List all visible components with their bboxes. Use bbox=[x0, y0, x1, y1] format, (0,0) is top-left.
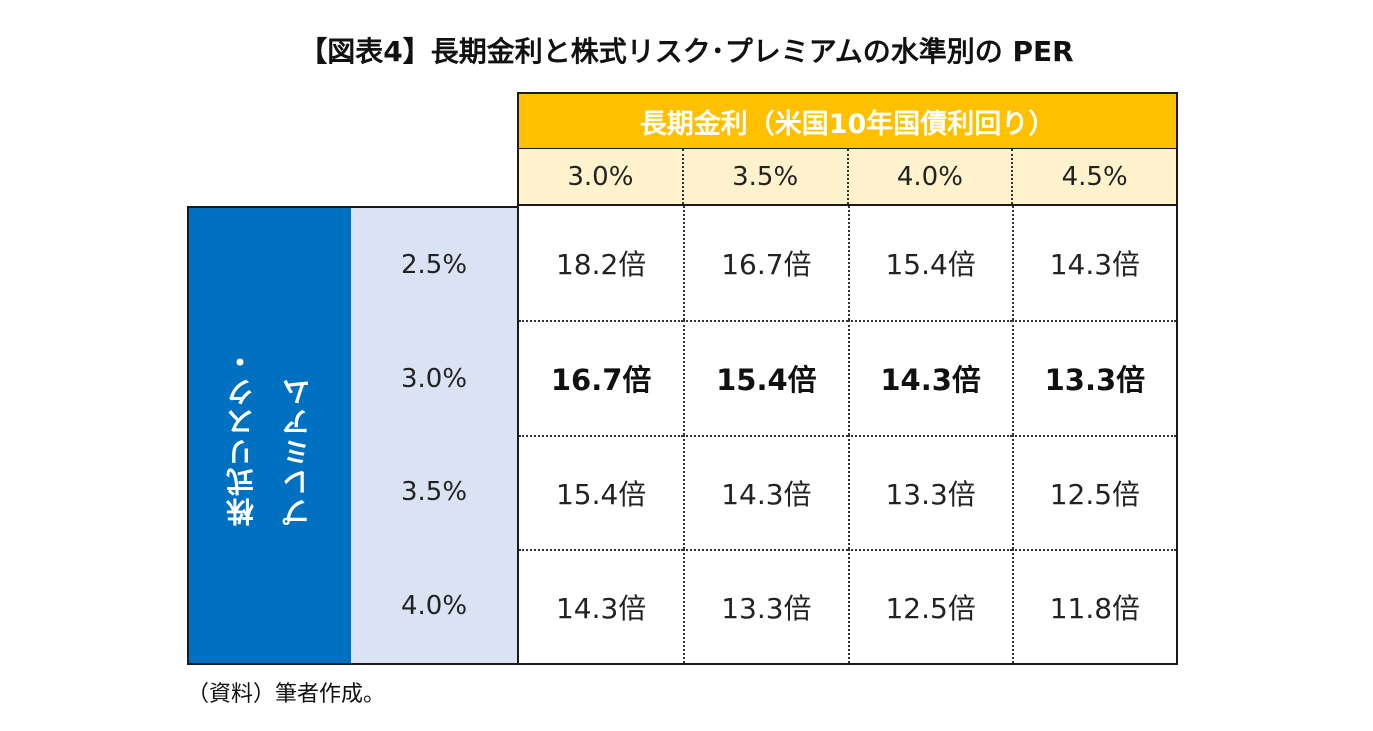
row-rate: 3.5% bbox=[400, 477, 468, 508]
per-cell: 16.7倍 bbox=[683, 206, 847, 321]
column-rate: 3.0% bbox=[567, 161, 634, 192]
per-cell: 12.5倍 bbox=[847, 548, 1012, 663]
column-rate: 4.5% bbox=[1011, 149, 1176, 204]
per-cell: 15.4倍 bbox=[519, 434, 684, 549]
per-cell-highlighted: 13.3倍 bbox=[1011, 320, 1176, 435]
column-rate: 4.0% bbox=[846, 149, 1012, 204]
column-rate-row: 3.0% 3.5% 4.0% 4.5% bbox=[517, 148, 1178, 206]
column-header-long-term-rate: 長期金利（米国10年国債利回り） bbox=[517, 92, 1178, 148]
per-cell-highlighted: 15.4倍 bbox=[683, 320, 848, 435]
row-rate-column: 2.5% 3.0% 3.5% 4.0% bbox=[351, 206, 517, 665]
per-table: 18.2倍 16.7倍 15.4倍 14.3倍 16.7倍 15.4倍 14.3… bbox=[517, 206, 1178, 665]
source-note: （資料）筆者作成。 bbox=[187, 682, 386, 707]
per-cell: 15.4倍 bbox=[847, 206, 1012, 321]
row-header-equity-risk-premium: 株式リスク・ プレミアム bbox=[187, 206, 351, 665]
column-header-label: 長期金利（米国10年国債利回り） bbox=[639, 108, 1056, 140]
row-rate: 3.0% bbox=[400, 363, 468, 394]
row-header-label: 株式リスク・ プレミアム bbox=[225, 345, 314, 526]
per-cell: 14.3倍 bbox=[1011, 206, 1176, 321]
column-rate: 3.5% bbox=[681, 149, 847, 204]
per-cell: 14.3倍 bbox=[683, 434, 848, 549]
per-cell-highlighted: 16.7倍 bbox=[519, 320, 684, 434]
per-cell: 13.3倍 bbox=[683, 548, 848, 663]
row-rate: 4.0% bbox=[400, 591, 468, 622]
per-cell: 13.3倍 bbox=[847, 434, 1012, 549]
row-rate: 2.5% bbox=[400, 249, 468, 280]
per-cell: 18.2倍 bbox=[555, 248, 647, 282]
per-cell: 12.5倍 bbox=[1011, 434, 1176, 549]
page-title: 【図表4】長期金利と株式リスク･プレミアムの水準別の PER bbox=[299, 35, 1074, 68]
per-cell: 14.3倍 bbox=[519, 548, 684, 663]
per-cell: 11.8倍 bbox=[1011, 548, 1176, 663]
per-cell-highlighted: 14.3倍 bbox=[847, 320, 1012, 435]
